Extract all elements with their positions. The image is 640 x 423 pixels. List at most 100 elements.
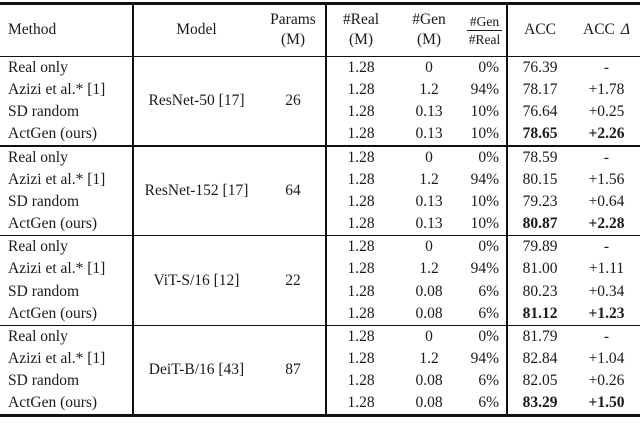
method-cell: Azizi et al.* [1] bbox=[8, 350, 106, 368]
header-real-unit: (M) bbox=[348, 31, 374, 48]
real-count-cell: 1.28 bbox=[347, 170, 375, 188]
accuracy-delta-cell: +1.50 bbox=[588, 394, 625, 412]
model-group: Real only 1.28 0 0% 79.89 - Azizi et al.* [1] 1… bbox=[0, 236, 640, 324]
gen-real-ratio-cell: 10% bbox=[470, 125, 499, 143]
method-cell: ActGen (ours) bbox=[8, 304, 98, 322]
header-params-unit: (M) bbox=[280, 31, 306, 48]
header-gen-count: #Gen (M) bbox=[396, 10, 462, 50]
gen-count-cell: 0.08 bbox=[415, 282, 443, 300]
ratio-numerator: #Gen bbox=[469, 13, 500, 29]
method-cell: SD random bbox=[8, 192, 80, 210]
method-cell: Real only bbox=[8, 328, 68, 346]
header-acc: ACC bbox=[524, 21, 556, 38]
gen-count-cell: 0.08 bbox=[415, 372, 443, 390]
accuracy-delta-cell: +1.04 bbox=[588, 350, 625, 368]
vertical-rule-method-model bbox=[132, 4, 134, 415]
model-group: Real only 1.28 0 0% 81.79 - Azizi et al.* [1] 1… bbox=[0, 326, 640, 414]
accuracy-cell: 82.05 bbox=[522, 372, 558, 390]
method-cell: SD random bbox=[8, 372, 80, 390]
method-cell: Real only bbox=[8, 148, 68, 166]
gen-real-ratio-cell: 10% bbox=[470, 103, 499, 121]
accuracy-cell: 81.79 bbox=[522, 328, 558, 346]
accuracy-cell: 76.39 bbox=[522, 59, 558, 77]
delta-symbol: Δ bbox=[620, 21, 630, 38]
accuracy-delta-cell: - bbox=[603, 238, 610, 256]
method-cell: Real only bbox=[8, 59, 68, 77]
real-count-cell: 1.28 bbox=[347, 260, 375, 278]
header-gen-real-ratio: #Gen #Real bbox=[462, 13, 507, 48]
gen-real-ratio-cell: 94% bbox=[470, 350, 499, 368]
accuracy-cell: 78.65 bbox=[522, 125, 558, 143]
accuracy-delta-cell: +0.64 bbox=[588, 192, 625, 210]
params-cell: 87 bbox=[285, 361, 301, 379]
gen-count-cell: 0 bbox=[425, 148, 433, 166]
real-count-cell: 1.28 bbox=[347, 238, 375, 256]
gen-count-cell: 0.13 bbox=[415, 125, 443, 143]
real-count-cell: 1.28 bbox=[347, 59, 375, 77]
model-name-cell: ResNet-152 [17] bbox=[144, 181, 249, 199]
method-cell: ActGen (ours) bbox=[8, 215, 98, 232]
header-real-label: #Real bbox=[342, 11, 380, 28]
accuracy-cell: 80.23 bbox=[522, 282, 558, 300]
header-gen-label: #Gen bbox=[412, 11, 446, 28]
params-cell: 22 bbox=[285, 271, 301, 289]
vertical-rule-params-real bbox=[325, 4, 327, 415]
accuracy-cell: 81.00 bbox=[522, 260, 558, 278]
method-cell: ActGen (ours) bbox=[8, 394, 98, 412]
gen-count-cell: 0.08 bbox=[415, 304, 443, 322]
model-name-cell: DeiT-B/16 [43] bbox=[148, 361, 245, 379]
method-cell: Real only bbox=[8, 238, 68, 256]
header-params: Params (M) bbox=[260, 10, 326, 50]
method-cell: Azizi et al.* [1] bbox=[8, 81, 106, 99]
header-acc-delta-label: ACC bbox=[583, 21, 615, 38]
gen-count-cell: 1.2 bbox=[419, 170, 439, 188]
params-cell: 26 bbox=[285, 92, 301, 110]
gen-count-cell: 1.2 bbox=[419, 81, 439, 99]
real-count-cell: 1.28 bbox=[347, 394, 375, 412]
accuracy-cell: 79.23 bbox=[522, 192, 558, 210]
method-cell: SD random bbox=[8, 282, 80, 300]
accuracy-delta-cell: +2.28 bbox=[588, 215, 625, 232]
table-header-row: Method Model Params (M) #Real (M) #Gen (… bbox=[0, 5, 640, 56]
gen-real-ratio-cell: 10% bbox=[470, 215, 499, 232]
gen-count-cell: 0 bbox=[425, 59, 433, 77]
real-count-cell: 1.28 bbox=[347, 304, 375, 322]
real-count-cell: 1.28 bbox=[347, 81, 375, 99]
accuracy-cell: 83.29 bbox=[522, 394, 558, 412]
block-separator-line bbox=[0, 235, 640, 237]
accuracy-cell: 79.89 bbox=[522, 238, 558, 256]
gen-real-ratio-cell: 0% bbox=[478, 328, 499, 346]
accuracy-delta-cell: +1.56 bbox=[588, 170, 625, 188]
gen-count-cell: 0 bbox=[425, 238, 433, 256]
model-group: Real only 1.28 0 0% 78.59 - Azizi et al.* [1] 1… bbox=[0, 147, 640, 235]
accuracy-delta-cell: - bbox=[603, 148, 610, 166]
gen-real-ratio-cell: 6% bbox=[478, 394, 499, 412]
gen-real-ratio-cell: 6% bbox=[478, 282, 499, 300]
gen-real-ratio-cell: 0% bbox=[478, 59, 499, 77]
gen-real-ratio-cell: 10% bbox=[470, 192, 499, 210]
gen-count-cell: 0.13 bbox=[415, 215, 443, 232]
model-name-cell: ResNet-50 [17] bbox=[148, 92, 245, 110]
ratio-fraction: #Gen #Real bbox=[466, 13, 503, 48]
header-gen-unit: (M) bbox=[416, 31, 442, 48]
header-params-label: Params bbox=[270, 11, 316, 28]
accuracy-delta-cell: +1.78 bbox=[588, 81, 625, 99]
method-cell: Azizi et al.* [1] bbox=[8, 260, 106, 278]
top-border-line bbox=[0, 2, 640, 5]
gen-real-ratio-cell: 0% bbox=[478, 148, 499, 166]
accuracy-delta-cell: - bbox=[603, 59, 610, 77]
block-separator-line bbox=[0, 145, 640, 147]
accuracy-delta-cell: +1.11 bbox=[588, 260, 625, 278]
params-cell: 64 bbox=[285, 181, 301, 199]
real-count-cell: 1.28 bbox=[347, 372, 375, 390]
method-cell: ActGen (ours) bbox=[8, 125, 98, 143]
real-count-cell: 1.28 bbox=[347, 350, 375, 368]
table-body: Real only 1.28 0 0% 76.39 - Azizi et al.* [1] 1… bbox=[0, 57, 640, 414]
accuracy-cell: 80.15 bbox=[522, 170, 558, 188]
gen-real-ratio-cell: 6% bbox=[478, 372, 499, 390]
gen-count-cell: 1.2 bbox=[419, 260, 439, 278]
gen-real-ratio-cell: 6% bbox=[478, 304, 499, 322]
real-count-cell: 1.28 bbox=[347, 125, 375, 143]
block-separator-line bbox=[0, 324, 640, 327]
gen-count-cell: 0 bbox=[425, 328, 433, 346]
